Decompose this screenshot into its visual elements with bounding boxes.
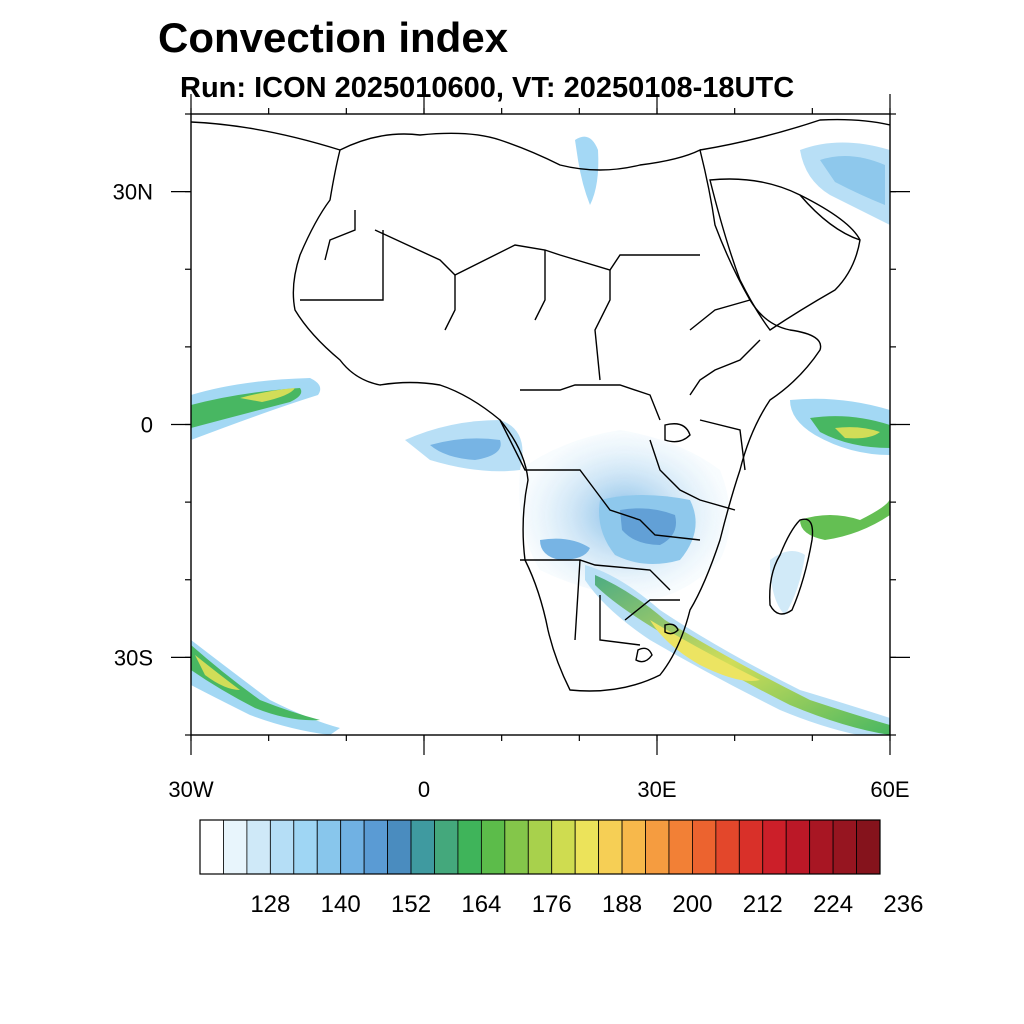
colorbar-box bbox=[269, 819, 295, 875]
colorbar-box bbox=[504, 819, 529, 875]
coastlines-and-borders bbox=[191, 118, 890, 692]
colorbar-box bbox=[293, 819, 318, 875]
colorbar-label: 188 bbox=[602, 891, 642, 918]
colorbar-box bbox=[621, 819, 646, 875]
africa-coastline bbox=[292, 132, 822, 692]
colorbar-box bbox=[762, 819, 787, 875]
colorbar-box bbox=[387, 819, 412, 875]
colorbar-box bbox=[246, 819, 271, 875]
colorbar-box bbox=[410, 819, 435, 875]
map-frame bbox=[190, 113, 891, 736]
colorbar-box bbox=[809, 819, 834, 875]
eswatini bbox=[664, 623, 679, 635]
y-tick-label: 30S bbox=[114, 645, 153, 670]
colorbar-box bbox=[715, 819, 740, 875]
colorbar-outline bbox=[199, 819, 881, 875]
colorbar-box bbox=[223, 819, 248, 875]
colorbar-label: 224 bbox=[813, 891, 853, 918]
border-equatorial bbox=[499, 384, 736, 541]
arabia-coast bbox=[709, 178, 861, 331]
colorbar-box bbox=[363, 819, 388, 875]
x-tick-label: 60E bbox=[870, 777, 909, 802]
colorbar-label: 176 bbox=[532, 891, 572, 918]
persian-gulf bbox=[799, 194, 861, 241]
colorbar-box bbox=[785, 819, 811, 875]
colorbar-box bbox=[645, 819, 670, 875]
mediterranean-top bbox=[191, 118, 890, 151]
colorbar-box bbox=[598, 819, 623, 875]
colorbar-box bbox=[668, 819, 693, 875]
colorbar-box bbox=[856, 819, 881, 875]
colorbar-box bbox=[832, 819, 857, 875]
y-tick-label: 30N bbox=[113, 180, 153, 205]
lesotho bbox=[635, 647, 653, 663]
colorbar-label: 140 bbox=[321, 891, 361, 918]
map-axes: 30N 0 30S 30W 0 30E 60E bbox=[113, 94, 910, 802]
x-tick-label: 0 bbox=[418, 777, 430, 802]
x-tick-label: 30E bbox=[637, 777, 676, 802]
colorbar-box bbox=[434, 819, 459, 875]
border-south bbox=[520, 559, 680, 646]
border-east bbox=[689, 299, 761, 471]
colorbar-box bbox=[199, 819, 224, 875]
lake-victoria bbox=[664, 423, 691, 443]
colorbar-box bbox=[316, 819, 342, 875]
colorbar-box bbox=[480, 819, 506, 875]
colorbar-box bbox=[738, 819, 764, 875]
colorbar-box bbox=[457, 819, 482, 875]
colorbar-label: 236 bbox=[883, 891, 923, 918]
colorbar-label: 128 bbox=[250, 891, 290, 918]
border-sahel bbox=[300, 230, 611, 381]
chart-subtitle: Run: ICON 2025010600, VT: 20250108-18UTC bbox=[180, 72, 795, 104]
colorbar-label: 212 bbox=[743, 891, 783, 918]
colorbar-label: 152 bbox=[391, 891, 431, 918]
map-area bbox=[191, 118, 890, 735]
border-north bbox=[324, 210, 700, 276]
colorbar-label: 200 bbox=[672, 891, 712, 918]
colorbar-box bbox=[574, 819, 600, 875]
colorbar-box bbox=[551, 819, 576, 875]
y-tick-label: 0 bbox=[141, 413, 153, 438]
colorbar: 128 140 152 164 176 188 200 212 224 236 bbox=[199, 819, 923, 918]
x-tick-label: 30W bbox=[168, 777, 213, 802]
colorbar-box bbox=[340, 819, 365, 875]
convection-field bbox=[191, 136, 890, 735]
madagascar bbox=[769, 518, 814, 615]
colorbar-box bbox=[527, 819, 553, 875]
colorbar-label: 164 bbox=[461, 891, 501, 918]
chart-title: Convection index bbox=[158, 14, 509, 61]
colorbar-box bbox=[692, 819, 717, 875]
